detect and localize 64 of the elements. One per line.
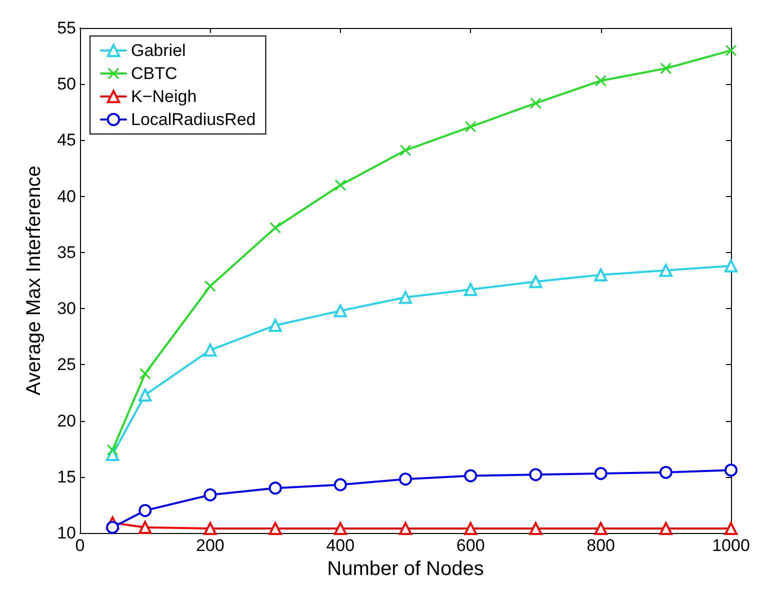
point (659, 466, 672, 479)
point (530, 98, 542, 109)
point (334, 478, 347, 492)
point (399, 290, 412, 304)
point (334, 304, 347, 318)
x-tick-label: 400 (326, 536, 355, 555)
y-tick-label: 30 (57, 299, 76, 318)
point (334, 180, 346, 191)
point (204, 522, 217, 536)
point (726, 44, 736, 56)
point (107, 444, 118, 456)
point (594, 522, 608, 536)
point (270, 222, 281, 234)
point (594, 467, 608, 480)
point (595, 75, 606, 86)
point (464, 469, 478, 482)
point (204, 488, 217, 502)
point (529, 275, 542, 288)
x-tick-label: 600 (456, 536, 485, 555)
y-tick-label: 40 (57, 186, 76, 206)
y-tick-label: 55 (57, 18, 76, 38)
point (334, 522, 347, 536)
x-axis-title: Number of Nodes (327, 558, 484, 580)
point (659, 264, 672, 277)
point (204, 280, 216, 292)
legend-label: CBTC (131, 64, 178, 83)
x-tick-label: 0 (75, 536, 85, 555)
y-tick-label: 50 (57, 74, 76, 94)
point (659, 522, 672, 536)
point (399, 522, 412, 536)
point (268, 318, 282, 332)
point (464, 282, 478, 296)
point (399, 472, 412, 486)
point (140, 368, 151, 380)
point (529, 468, 542, 482)
point (724, 259, 738, 272)
point (268, 482, 282, 495)
y-tick-label: 20 (57, 411, 76, 430)
point (724, 522, 738, 536)
point (106, 520, 120, 534)
point (464, 522, 478, 536)
point (204, 344, 217, 357)
point (138, 504, 152, 518)
y-tick-label: 25 (57, 355, 76, 374)
x-tick-label: 800 (586, 536, 615, 555)
point (138, 520, 152, 534)
point (660, 62, 672, 74)
point (724, 464, 738, 477)
legend-label: K−Neigh (131, 87, 197, 106)
point (465, 121, 476, 132)
legend-label: LocalRadiusRed (131, 110, 256, 129)
point (268, 522, 282, 536)
x-tick-label: 1000 (712, 536, 750, 555)
point (594, 268, 608, 282)
y-tick-label: 45 (57, 130, 76, 150)
y-tick-label: 15 (57, 467, 76, 486)
x-tick-label: 200 (196, 536, 224, 555)
point (400, 144, 411, 156)
legend-label: Gabriel (131, 41, 186, 60)
point (529, 522, 542, 536)
point (138, 388, 152, 402)
y-axis-title: Average Max Interference (23, 166, 45, 396)
y-tick-label: 10 (57, 524, 76, 542)
y-tick-label: 35 (57, 242, 76, 262)
